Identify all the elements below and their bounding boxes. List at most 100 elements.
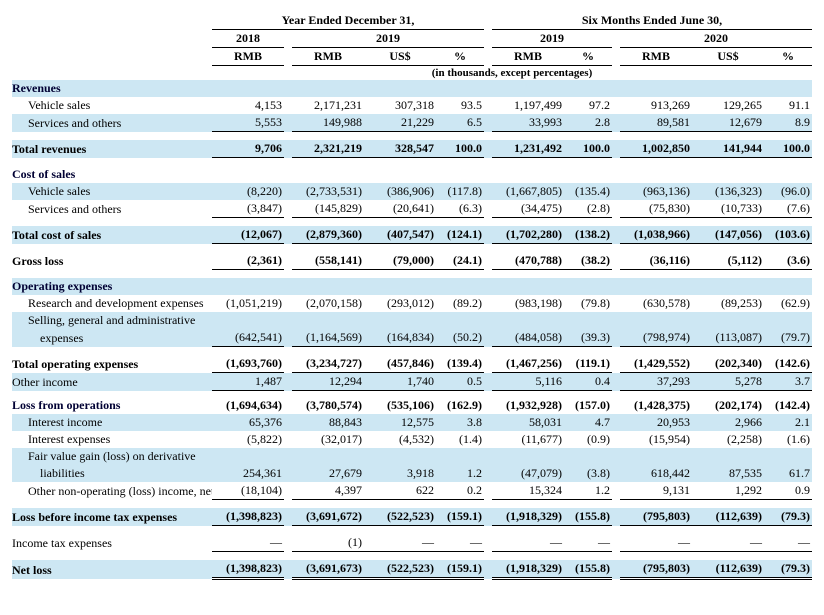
cell: (103.6) — [764, 226, 812, 244]
table-row: Total revenues 9,706 2,321,219 328,547 1… — [12, 140, 812, 158]
cell: 100.0 — [564, 140, 612, 158]
table-row: Interest expenses (5,822) (32,017) (4,53… — [12, 431, 812, 448]
cell: (457,846) — [364, 355, 436, 373]
row-label: expenses — [12, 329, 212, 347]
cell: 12,294 — [292, 373, 364, 391]
cell: (1,038,966) — [620, 226, 692, 244]
cell: (642,541) — [212, 329, 284, 347]
cell: 6.5 — [436, 114, 484, 132]
cell: 618,442 — [620, 465, 692, 482]
cell: (10,733) — [692, 200, 764, 218]
cell: 61.7 — [764, 465, 812, 482]
cell: (112,639) — [692, 508, 764, 526]
cell: 12,679 — [692, 114, 764, 132]
cell: 5,278 — [692, 373, 764, 391]
row-label: Interest expenses — [12, 431, 212, 448]
table-row: Net loss (1,398,823) (3,691,673) (522,52… — [12, 560, 812, 579]
row-label: Other non-operating (loss) income, net — [12, 482, 212, 500]
cell: 1,002,850 — [620, 140, 692, 158]
cell: (3.8) — [564, 465, 612, 482]
cell: (0.9) — [564, 431, 612, 448]
table-row: Other income 1,487 12,294 1,740 0.5 5,11… — [12, 373, 812, 391]
cell: 149,988 — [292, 114, 364, 132]
row-label: Other income — [12, 373, 212, 391]
cell: (2,733,531) — [292, 183, 364, 200]
cell: (1,398,823) — [212, 560, 284, 579]
row-label: Total revenues — [12, 140, 212, 158]
cell: (124.1) — [436, 226, 484, 244]
table-row: Income tax expenses — (1) — — — — — — — — [12, 534, 812, 552]
row-label: Vehicle sales — [12, 183, 212, 200]
cell: (75,830) — [620, 200, 692, 218]
cell: 33,993 — [492, 114, 564, 132]
table-row: expenses (642,541) (1,164,569) (164,834)… — [12, 329, 812, 347]
cell: (24.1) — [436, 252, 484, 270]
cell: (164,834) — [364, 329, 436, 347]
cell: 4,153 — [212, 97, 284, 114]
cell: (1,693,760) — [212, 355, 284, 373]
cell: 88,843 — [292, 414, 364, 431]
cell: 2,966 — [692, 414, 764, 431]
row-label: Net loss — [12, 560, 212, 579]
cell: (142.6) — [764, 355, 812, 373]
table-row: Interest income 65,376 88,843 12,575 3.8… — [12, 414, 812, 431]
cell: — — [764, 534, 812, 552]
row-label: Loss from operations — [12, 397, 212, 414]
cell: 913,269 — [620, 97, 692, 114]
cell: 65,376 — [212, 414, 284, 431]
table-row: Vehicle sales (8,220) (2,733,531) (386,9… — [12, 183, 812, 200]
table-row: Selling, general and administrative — [12, 312, 812, 329]
cell: 5,116 — [492, 373, 564, 391]
cell: (293,012) — [364, 295, 436, 312]
cell: — — [436, 534, 484, 552]
table-row: liabilities 254,361 27,679 3,918 1.2 (47… — [12, 465, 812, 482]
table-row: Operating expenses — [12, 278, 812, 295]
cell: (12,067) — [212, 226, 284, 244]
cell: 1,487 — [212, 373, 284, 391]
cell: 1,292 — [692, 482, 764, 500]
cell: (79.3) — [764, 508, 812, 526]
cell: — — [492, 534, 564, 552]
cell: (407,547) — [364, 226, 436, 244]
cell: (113,087) — [692, 329, 764, 347]
cell: 2.1 — [764, 414, 812, 431]
cell: (202,340) — [692, 355, 764, 373]
row-label: Services and others — [12, 114, 212, 132]
cell: — — [212, 534, 284, 552]
cell: 12,575 — [364, 414, 436, 431]
cell: (20,641) — [364, 200, 436, 218]
cell: (1,164,569) — [292, 329, 364, 347]
cell: 27,679 — [292, 465, 364, 482]
financial-table: Year Ended December 31, Six Months Ended… — [12, 12, 812, 580]
cell: 328,547 — [364, 140, 436, 158]
cell: (484,058) — [492, 329, 564, 347]
cell: (145,829) — [292, 200, 364, 218]
cell: (162.9) — [436, 397, 484, 414]
cell: — — [564, 534, 612, 552]
cell: (558,141) — [292, 252, 364, 270]
cell: (2.8) — [564, 200, 612, 218]
cell: 5,553 — [212, 114, 284, 132]
cell: 37,293 — [620, 373, 692, 391]
table-row — [12, 218, 812, 227]
cell: (159.1) — [436, 560, 484, 579]
col-pct: % — [764, 48, 812, 66]
table-row: Cost of sales — [12, 166, 812, 183]
cell: 4,397 — [292, 482, 364, 500]
cell: (1,428,375) — [620, 397, 692, 414]
table-row — [12, 526, 812, 535]
cell: (3.6) — [764, 252, 812, 270]
table-row — [12, 244, 812, 253]
cell: (18,104) — [212, 482, 284, 500]
header-2020-hy: 2020 — [620, 30, 812, 48]
cell: (963,136) — [620, 183, 692, 200]
cell: (1,051,219) — [212, 295, 284, 312]
cell: (136,323) — [692, 183, 764, 200]
cell: (3,691,673) — [292, 560, 364, 579]
cell: — — [364, 534, 436, 552]
col-pct: % — [564, 48, 612, 66]
table-row: Other non-operating (loss) income, net (… — [12, 482, 812, 500]
cell: (2,361) — [212, 252, 284, 270]
table-row: Total operating expenses (1,693,760) (3,… — [12, 355, 812, 373]
cell: 0.2 — [436, 482, 484, 500]
